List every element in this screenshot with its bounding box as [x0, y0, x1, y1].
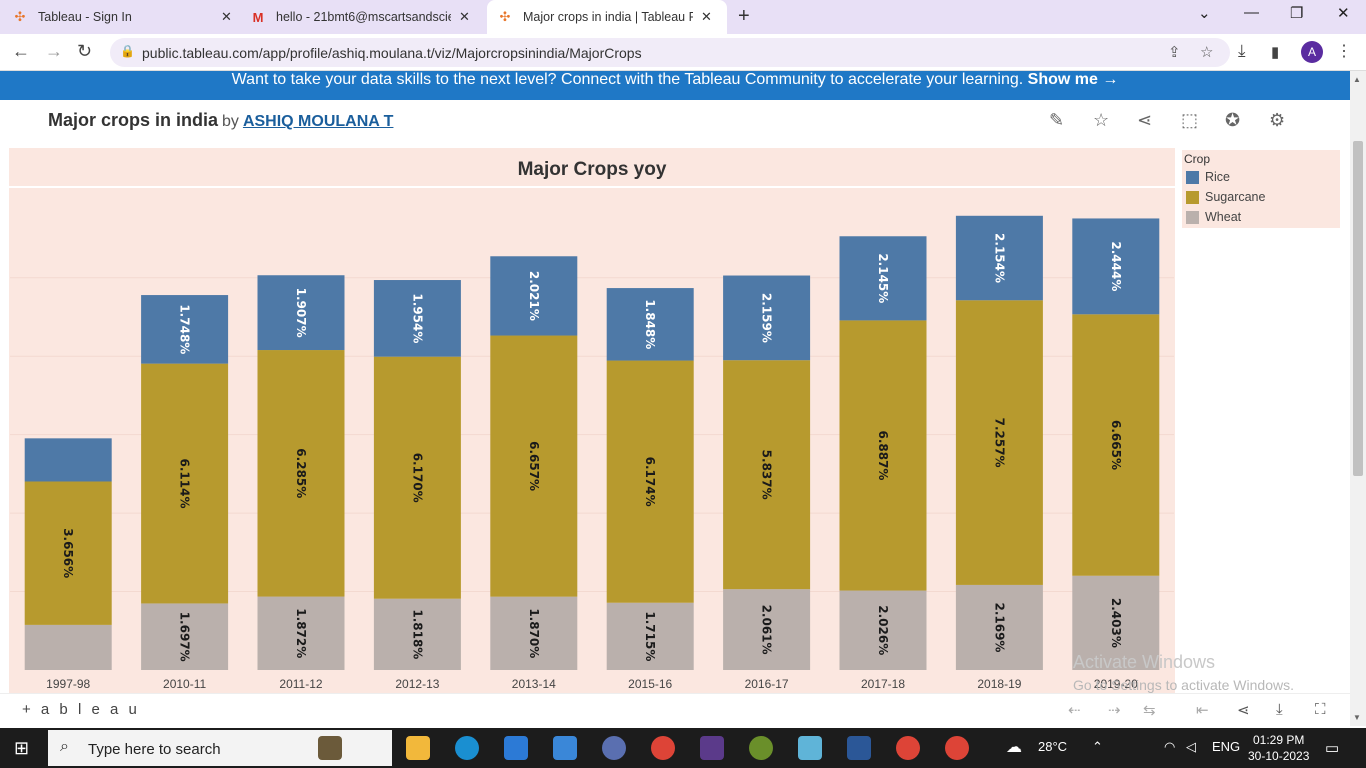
- miktex-icon[interactable]: [749, 736, 773, 760]
- reload-icon[interactable]: ↻: [77, 41, 93, 61]
- forward-icon[interactable]: →: [45, 41, 63, 61]
- badge-icon[interactable]: ✪: [1225, 110, 1241, 130]
- chrome-icon[interactable]: [651, 736, 675, 760]
- revert-icon[interactable]: ⇆: [1143, 702, 1156, 719]
- new-tab-icon[interactable]: +: [738, 5, 750, 27]
- app-icon[interactable]: [700, 736, 724, 760]
- browser-tab-strip: ✣ Tableau - Sign In ✕ M hello - 21bmt6@m…: [0, 0, 1366, 34]
- tab-title: Major crops in india | Tableau Pu: [523, 10, 693, 24]
- banner-text: Want to take your data skills to the nex…: [231, 71, 1028, 88]
- author-link[interactable]: ASHIQ MOULANA T: [242, 113, 394, 130]
- lock-icon: 🔒: [120, 44, 135, 58]
- windows-taskbar: ⊞ ⌕ Type here to search ☁ 28°C ⌃ ◠ ◁ ENG…: [0, 728, 1366, 768]
- download-icon[interactable]: ⤓: [1238, 41, 1246, 60]
- wifi-icon[interactable]: ◠: [1164, 739, 1176, 754]
- close-icon[interactable]: ✕: [459, 9, 470, 24]
- word-icon[interactable]: [847, 736, 871, 760]
- chrome-icon[interactable]: [896, 736, 920, 760]
- url-text[interactable]: public.tableau.com/app/profile/ashiq.mou…: [142, 45, 642, 61]
- tab-title: hello - 21bmt6@mscartsandscie: [276, 10, 451, 24]
- snowflake-icon[interactable]: [798, 736, 822, 760]
- close-window-icon[interactable]: ✕: [1337, 5, 1350, 22]
- clock-time: 01:29 PM: [1253, 733, 1305, 747]
- gear-icon[interactable]: ⚙: [1269, 110, 1286, 130]
- viz-toolbar: + a b l e a u ⇠ ⇢ ⇆ ⇤ ⋖ ⤓ ⛶: [0, 693, 1350, 725]
- edge-icon[interactable]: [455, 736, 479, 760]
- chrome-icon[interactable]: [945, 736, 969, 760]
- avatar[interactable]: A: [1301, 41, 1323, 63]
- legend-swatch: [1186, 190, 1199, 204]
- store-icon[interactable]: [504, 736, 528, 760]
- scroll-up-icon[interactable]: ▲: [1353, 75, 1361, 84]
- search-icon: ⌕: [60, 738, 69, 755]
- show-me-link[interactable]: Show me →: [1027, 71, 1119, 88]
- clock-date: 30-10-2023: [1248, 749, 1310, 763]
- community-banner: Want to take your data skills to the nex…: [0, 71, 1350, 100]
- mail-icon[interactable]: [553, 736, 577, 760]
- back-icon[interactable]: ←: [12, 41, 30, 61]
- app-icon[interactable]: [602, 736, 626, 760]
- tableau-icon: ✣: [499, 9, 511, 24]
- tableau-logo[interactable]: + a b l e a u: [22, 701, 140, 718]
- star-icon[interactable]: ☆: [1200, 44, 1214, 61]
- tab-major-crops[interactable]: ✣ Major crops in india | Tableau Pu ✕: [487, 0, 727, 34]
- scroll-down-icon[interactable]: ▼: [1353, 713, 1361, 722]
- legend-title: Crop: [1184, 152, 1211, 166]
- sidebar-icon[interactable]: ▮: [1271, 44, 1280, 61]
- minimize-icon[interactable]: —: [1244, 4, 1259, 21]
- undo-icon[interactable]: ⇠: [1068, 702, 1081, 719]
- close-icon[interactable]: ✕: [221, 9, 232, 24]
- tab-title: Tableau - Sign In: [38, 10, 132, 24]
- windows-start-icon[interactable]: ⊞: [14, 738, 30, 758]
- restore-icon[interactable]: ❐: [1290, 5, 1304, 22]
- scrollbar-thumb[interactable]: [1353, 141, 1363, 476]
- close-icon[interactable]: ✕: [701, 9, 712, 24]
- by-label: by: [222, 113, 239, 130]
- file-explorer-icon[interactable]: [406, 736, 430, 760]
- page-scrollbar[interactable]: ▲ ▼: [1350, 71, 1366, 726]
- activate-windows-watermark: Activate Windows: [1073, 652, 1216, 672]
- redo-icon[interactable]: ⇢: [1108, 702, 1121, 719]
- notification-icon[interactable]: ▭: [1325, 740, 1340, 757]
- legend-label: Wheat: [1205, 210, 1242, 224]
- chevron-down-icon[interactable]: ⌄: [1198, 5, 1211, 22]
- favorite-icon[interactable]: ☆: [1093, 110, 1110, 130]
- chart-title: Major Crops yoy: [9, 152, 1175, 188]
- volume-icon[interactable]: ◁: [1186, 739, 1196, 754]
- edit-icon[interactable]: ✎: [1049, 110, 1065, 130]
- download-icon[interactable]: ⤓: [1276, 701, 1283, 718]
- legend-item-sugarcane[interactable]: Sugarcane: [1186, 190, 1265, 204]
- chevron-up-icon[interactable]: ⌃: [1092, 739, 1103, 754]
- weather-icon[interactable]: ☁: [1006, 739, 1022, 756]
- legend: Crop Rice Sugarcane Wheat: [1182, 150, 1340, 228]
- viz-title: Major crops in india: [48, 110, 219, 130]
- download-icon[interactable]: ⬚: [1181, 110, 1199, 130]
- language-indicator[interactable]: ENG: [1212, 739, 1241, 754]
- viz-header: Major crops in india by ASHIQ MOULANA T: [48, 110, 393, 131]
- tab-gmail[interactable]: M hello - 21bmt6@mscartsandscie ✕: [250, 0, 485, 34]
- share-icon[interactable]: ⇪: [1168, 44, 1181, 61]
- navigation-bar: ← → ↻ 🔒 public.tableau.com/app/profile/a…: [0, 34, 1366, 71]
- tableau-icon: ✣: [14, 9, 26, 24]
- address-bar[interactable]: 🔒 public.tableau.com/app/profile/ashiq.m…: [110, 38, 1230, 67]
- search-placeholder: Type here to search: [88, 741, 221, 758]
- legend-swatch: [1186, 210, 1199, 224]
- gmail-icon: M: [252, 9, 264, 25]
- activate-windows-subtext: Go to Settings to activate Windows.: [1073, 677, 1294, 693]
- share-icon[interactable]: ⋖: [1137, 110, 1153, 130]
- clock[interactable]: 01:29 PM 30-10-2023: [1248, 732, 1309, 764]
- viz-container: [9, 148, 1175, 693]
- tools-icon[interactable]: [318, 736, 342, 760]
- legend-swatch: [1186, 170, 1199, 184]
- fullscreen-icon[interactable]: ⛶: [1315, 701, 1326, 718]
- tab-tableau-sign-in[interactable]: ✣ Tableau - Sign In ✕: [12, 0, 247, 34]
- menu-icon[interactable]: ⋮: [1336, 43, 1352, 60]
- share-icon[interactable]: ⋖: [1237, 702, 1250, 719]
- legend-item-wheat[interactable]: Wheat: [1186, 210, 1241, 224]
- reset-icon[interactable]: ⇤: [1196, 702, 1209, 719]
- weather-text[interactable]: 28°C: [1038, 739, 1068, 754]
- legend-label: Rice: [1205, 170, 1231, 184]
- legend-label: Sugarcane: [1205, 190, 1266, 204]
- legend-item-rice[interactable]: Rice: [1186, 170, 1230, 184]
